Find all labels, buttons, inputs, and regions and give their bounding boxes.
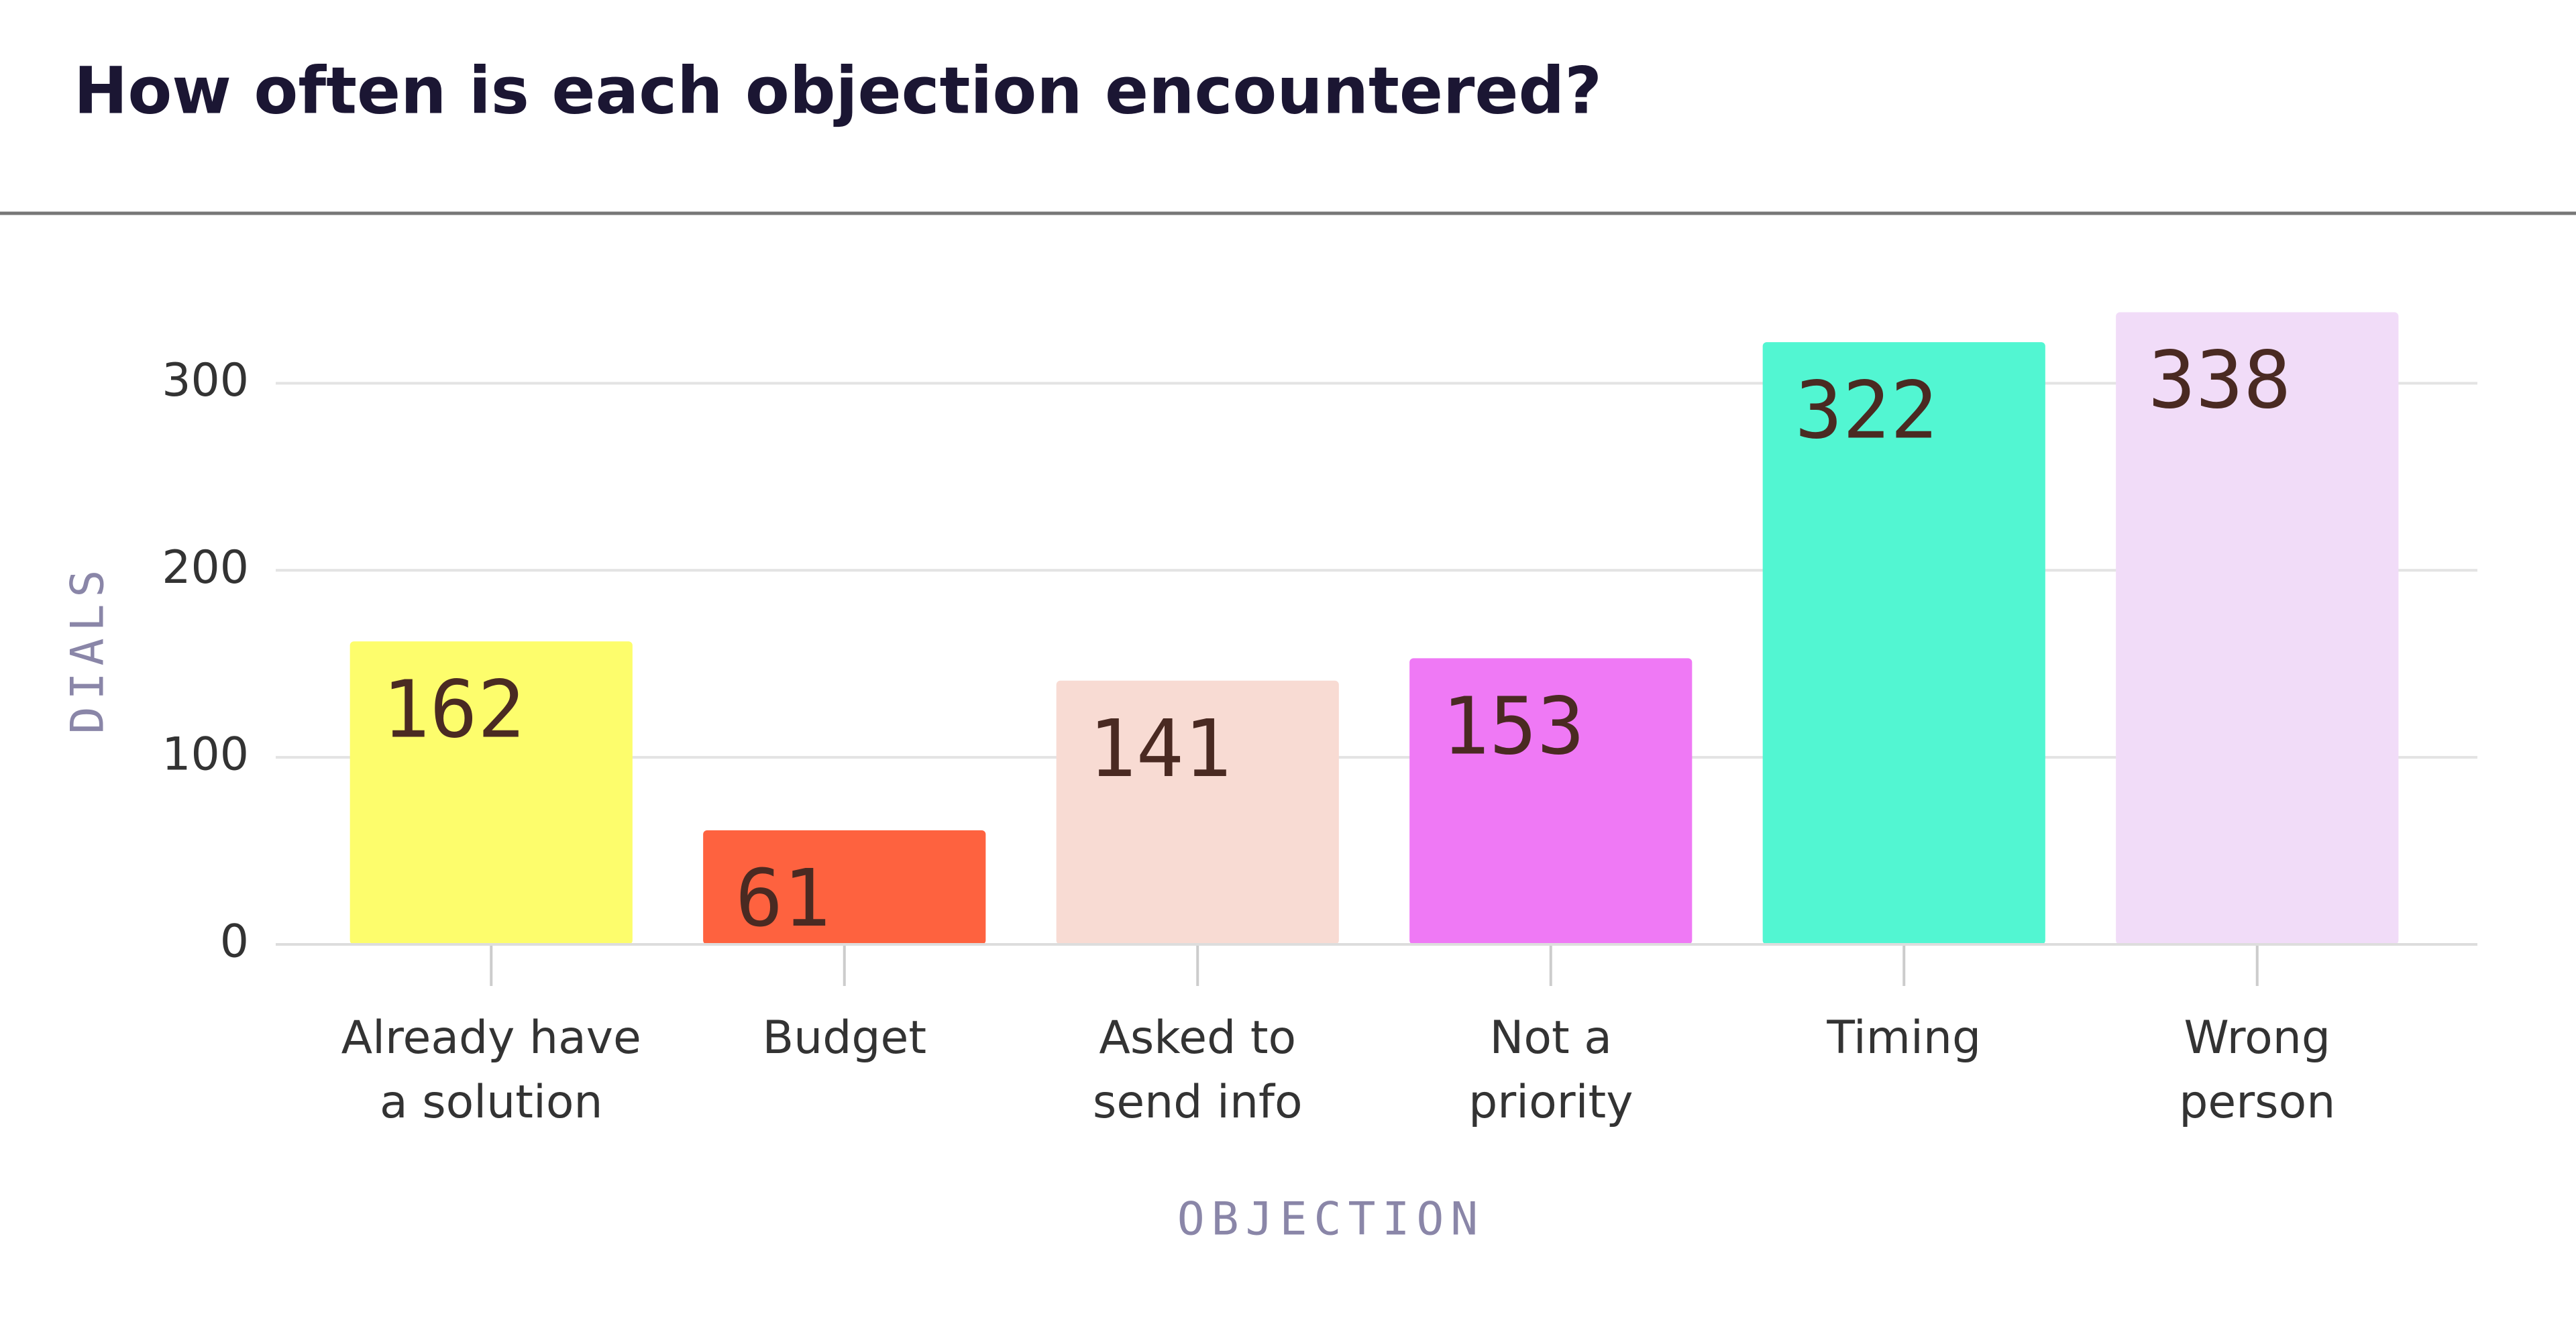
x-axis-title: OBJECTION (1177, 1193, 1485, 1246)
y-tick-label: 0 (220, 916, 249, 969)
x-tick-label: Budget (762, 1011, 927, 1064)
value-label: 61 (735, 852, 830, 944)
bar (350, 641, 633, 944)
bar (1056, 680, 1339, 944)
bar (1762, 342, 2045, 945)
value-label: 322 (1795, 364, 1938, 456)
x-tick-label: Not a priority (1468, 1011, 1633, 1129)
y-tick-label: 300 (162, 354, 249, 407)
chart-title: How often is each objection encountered? (74, 53, 1602, 128)
value-label: 162 (382, 663, 525, 755)
y-tick-label: 200 (162, 541, 249, 594)
value-label: 338 (2148, 334, 2291, 427)
bar (1409, 658, 1693, 944)
x-tick-label: Wrong person (2179, 1011, 2336, 1129)
value-label: 153 (1442, 680, 1585, 773)
x-tick-label: Timing (1827, 1011, 1982, 1064)
bar (2116, 312, 2399, 944)
x-tick-label: Already have a solution (341, 1011, 641, 1129)
x-tick-label: Asked to send info (1092, 1011, 1303, 1129)
value-label: 141 (1089, 702, 1232, 795)
y-tick-label: 100 (162, 728, 249, 781)
y-axis-title: DIALS (62, 563, 115, 734)
bar (703, 830, 986, 944)
